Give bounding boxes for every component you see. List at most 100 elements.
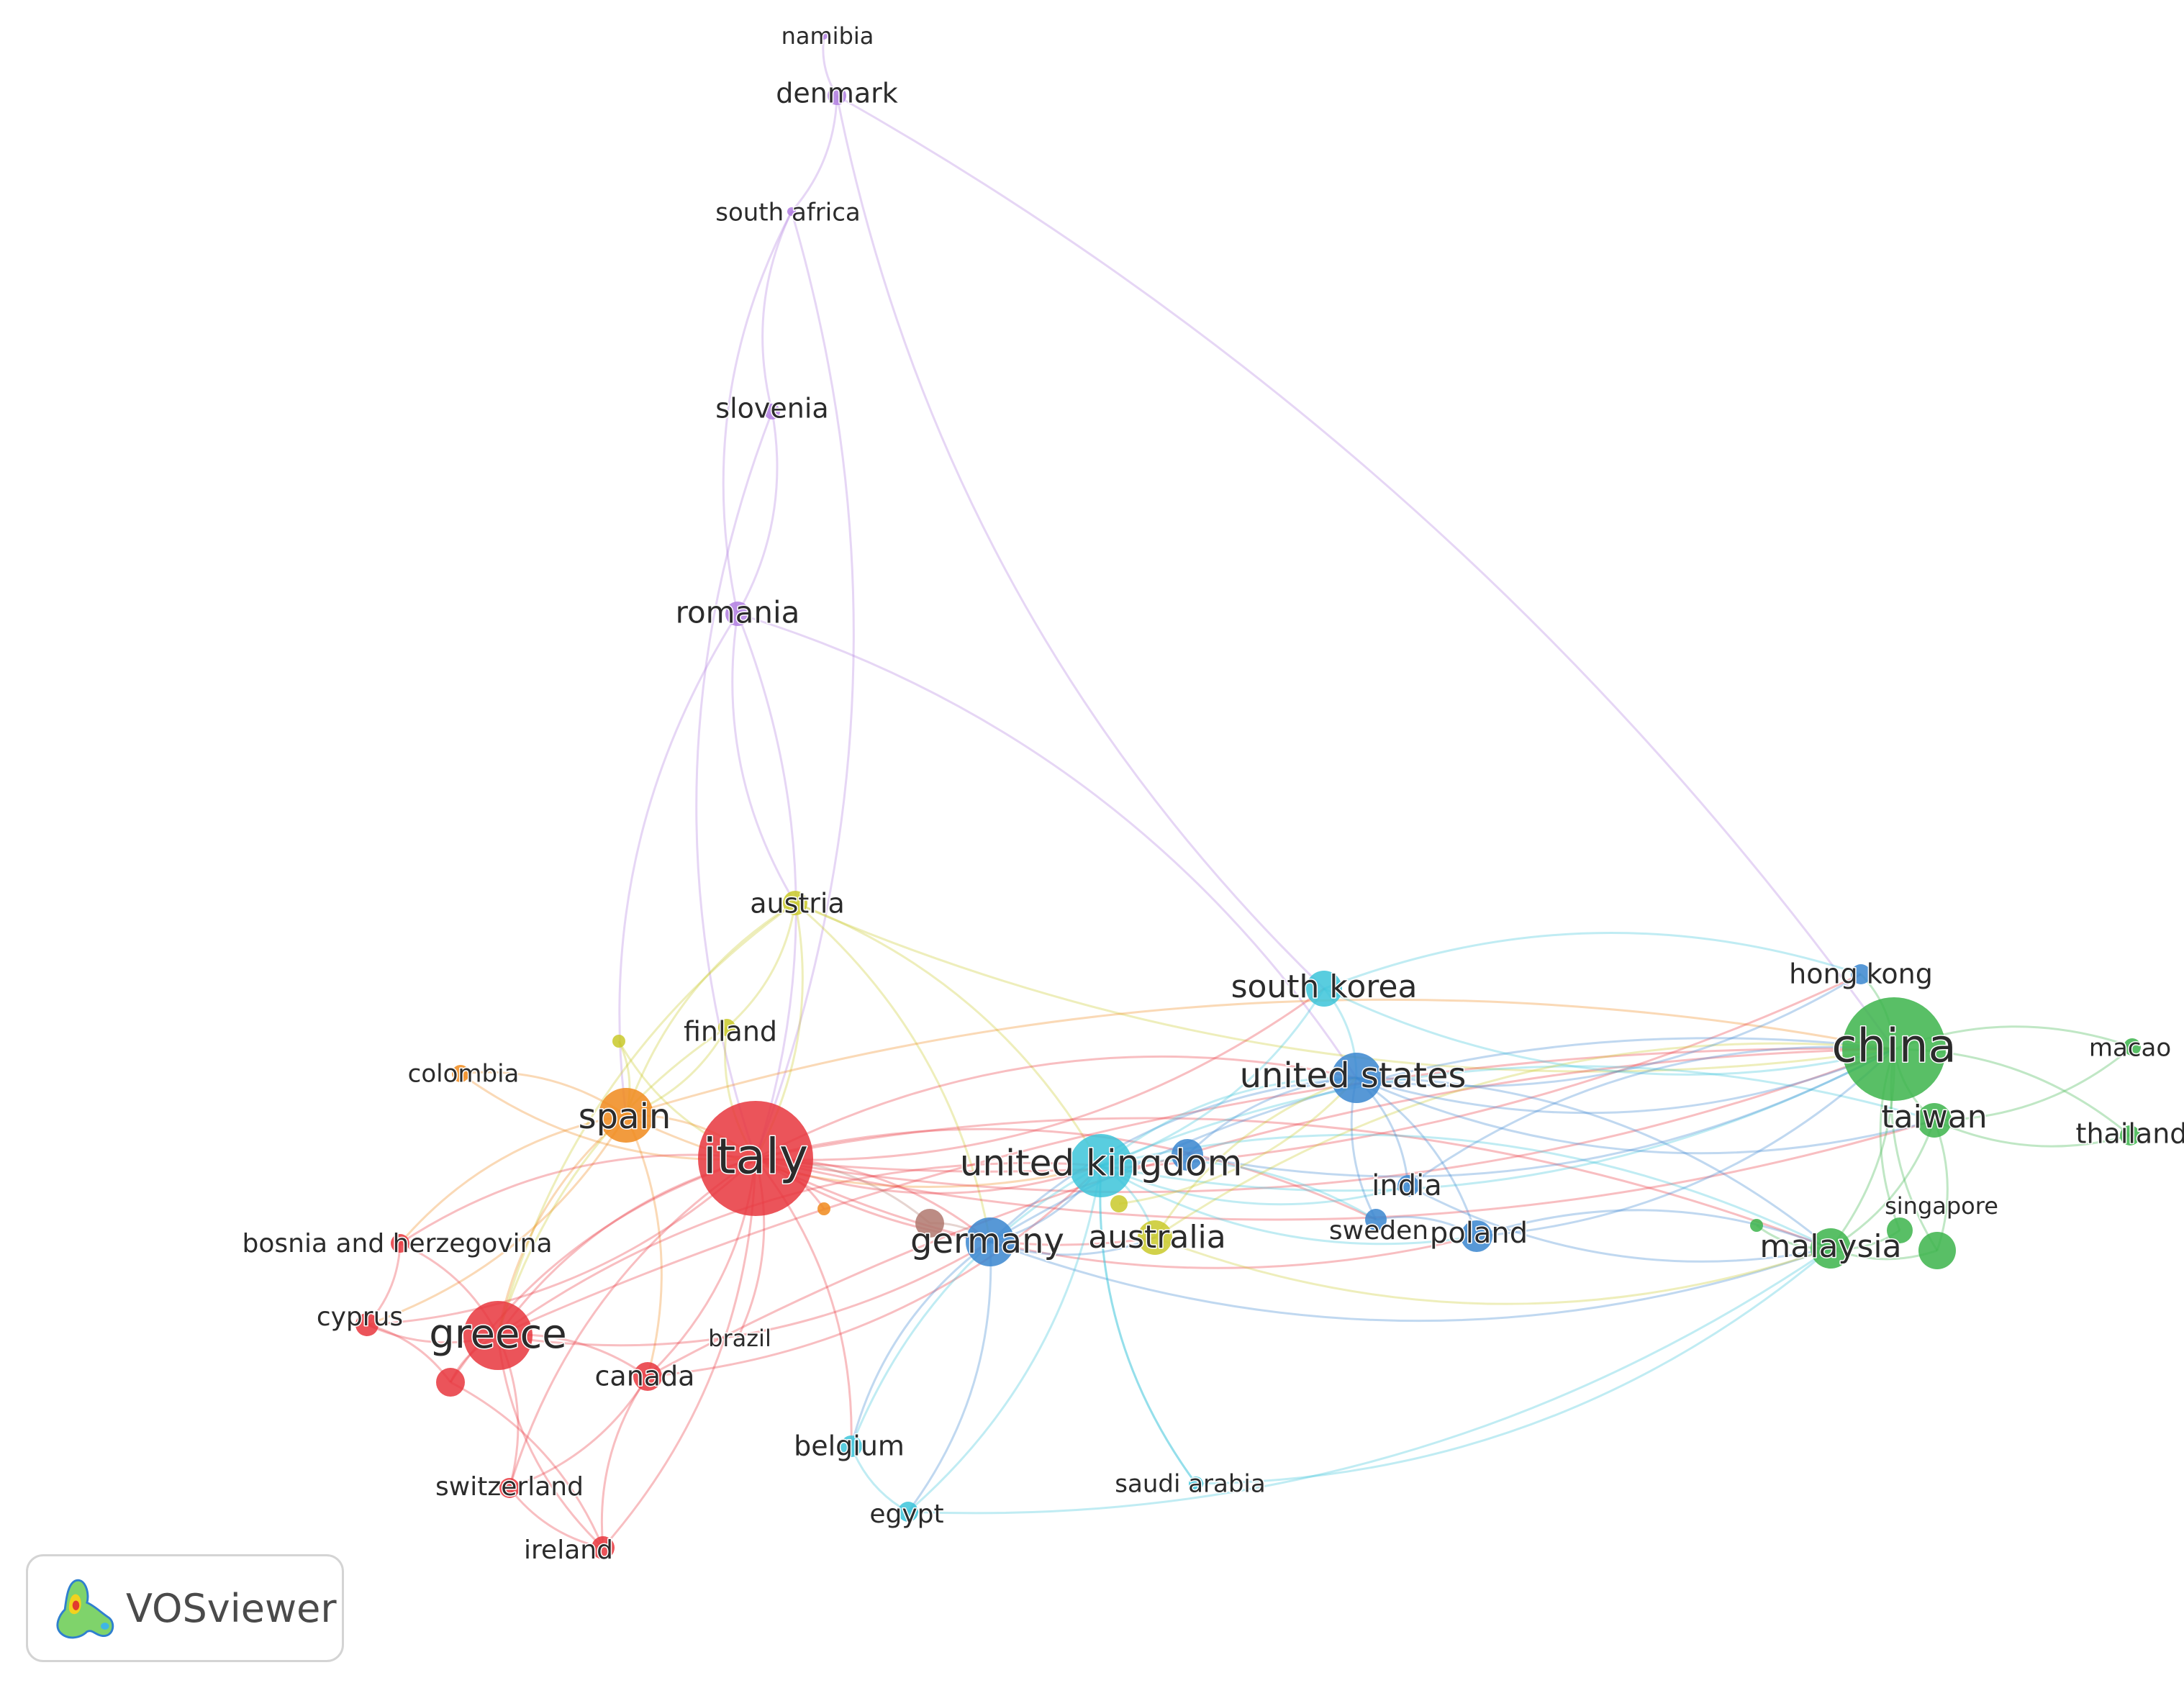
link-green_extra-taiwan [1933,1120,1949,1251]
node-sweden[interactable] [1365,1209,1387,1230]
label-ireland[interactable]: ireland [523,1535,615,1566]
label-united-states[interactable]: united states [1238,1055,1467,1097]
label-namibia[interactable]: namibia [780,22,875,51]
label-spain[interactable]: spain [577,1096,672,1138]
node-yellow-au[interactable] [1110,1195,1128,1212]
node-united-kingdom[interactable] [1069,1134,1133,1197]
node-ireland[interactable] [592,1536,615,1559]
label-colombia[interactable]: colombia [407,1058,520,1089]
label-singapore[interactable]: singapore [1884,1192,2000,1221]
node-belgium[interactable] [840,1435,862,1457]
label-malaysia[interactable]: malaysia [1759,1228,1903,1266]
node-slovenia[interactable] [764,404,780,419]
label-belgium[interactable]: belgium [793,1429,906,1463]
link-taiwan-malaysia [1830,1120,1936,1250]
label-egypt[interactable]: egypt [869,1499,945,1530]
node-namibia[interactable] [820,32,828,40]
label-saudi-arabia[interactable]: saudi arabia [1114,1469,1267,1500]
link-germany-united_states [989,1076,1357,1243]
label-denmark[interactable]: denmark [775,76,900,110]
link-italy-china [755,1048,1895,1194]
link-australia-china [1154,1042,1895,1239]
label-hong-kong[interactable]: hong kong [1788,957,1934,991]
label-thailand[interactable]: thailand [2075,1117,2184,1151]
node-india[interactable] [1397,1175,1419,1197]
node-malaysia[interactable] [1811,1228,1851,1269]
node-south-korea[interactable] [1306,971,1342,1007]
link-united_kingdom-poland [1100,1164,1477,1246]
label-slovenia[interactable]: slovenia [715,391,830,425]
node-colombia[interactable] [452,1065,469,1082]
node-orange-small[interactable] [817,1202,830,1215]
link-italy-united_states [755,1055,1357,1160]
node-egypt[interactable] [898,1502,918,1522]
link-saudi_arabia-malaysia [1195,1247,1831,1485]
label-australia[interactable]: australia [1087,1218,1228,1257]
node-switzerland[interactable] [499,1478,520,1498]
node-cyprus[interactable] [355,1313,379,1336]
label-switzerland[interactable]: switzerland [435,1471,585,1503]
node-yellow-small[interactable] [612,1035,625,1048]
node-taiwan[interactable] [1917,1103,1952,1138]
node-red-small[interactable] [436,1368,465,1397]
link-united_kingdom-south_korea [1100,988,1326,1167]
node-macao[interactable] [2124,1038,2141,1056]
node-south-africa[interactable] [787,207,796,216]
label-romania[interactable]: romania [674,594,801,631]
node-united-states[interactable] [1331,1053,1382,1103]
link-taiwan-thailand [1934,1119,2131,1148]
node-bosnia[interactable] [391,1234,409,1253]
node-china[interactable] [1842,997,1946,1101]
node-spain[interactable] [599,1088,653,1143]
node-brown-node[interactable] [915,1209,944,1238]
node-australia[interactable] [1138,1220,1172,1255]
label-india[interactable]: india [1371,1169,1443,1204]
node-poland[interactable] [1461,1220,1492,1252]
node-singapore[interactable] [1887,1217,1913,1243]
node-thailand[interactable] [2120,1125,2140,1146]
node-blue-uk[interactable] [1172,1139,1203,1171]
node-romania[interactable] [725,602,750,626]
label-sweden[interactable]: sweden [1328,1215,1429,1247]
link-yellow_au-united_states [1118,1076,1358,1205]
link-denmark-south_korea [835,95,1326,990]
node-finland[interactable] [718,1019,735,1036]
label-bosnia[interactable]: bosnia and herzegovina [241,1228,553,1260]
node-denmark[interactable] [828,86,846,105]
label-italy[interactable]: italy [702,1128,809,1187]
node-germany[interactable] [966,1217,1015,1266]
label-macao[interactable]: macao [2088,1033,2172,1063]
link-germany-malaysia [989,1240,1831,1323]
label-cyprus[interactable]: cyprus [315,1302,404,1333]
link-egypt-malaysia [907,1247,1831,1515]
label-brazil[interactable]: brazil [707,1324,773,1353]
link-poland-malaysia [1476,1209,1831,1250]
label-greece[interactable]: greece [428,1310,568,1359]
link-greece-germany [497,1240,991,1347]
label-south-africa[interactable]: south africa [715,197,862,228]
label-china[interactable]: china [1831,1019,1957,1074]
label-finland[interactable]: finland [682,1015,778,1048]
node-italy[interactable] [698,1101,813,1216]
label-canada[interactable]: canada [594,1359,696,1393]
label-austria[interactable]: austria [749,886,846,920]
label-united-kingdom[interactable]: united kingdom [959,1141,1243,1185]
node-greece[interactable] [463,1301,533,1370]
node-canada[interactable] [633,1362,662,1391]
node-green-small[interactable] [1750,1219,1763,1232]
node-hong-kong[interactable] [1851,964,1871,984]
app-name: VOSviewer [126,1585,337,1631]
link-india-china [1408,1045,1895,1187]
node-austria[interactable] [783,891,807,915]
node-green-extra[interactable] [1918,1232,1956,1269]
label-poland[interactable]: poland [1428,1216,1528,1251]
label-taiwan[interactable]: taiwan [1880,1098,1988,1137]
label-south-korea[interactable]: south korea [1230,968,1418,1007]
node-saudi-arabia[interactable] [1189,1476,1203,1491]
link-canada-ireland [600,1376,649,1548]
label-germany[interactable]: germany [910,1220,1066,1263]
link-united_states-poland [1356,1076,1478,1237]
link-italy-switzerland [508,1157,756,1489]
link-united_states-hong_kong [1356,973,1862,1088]
